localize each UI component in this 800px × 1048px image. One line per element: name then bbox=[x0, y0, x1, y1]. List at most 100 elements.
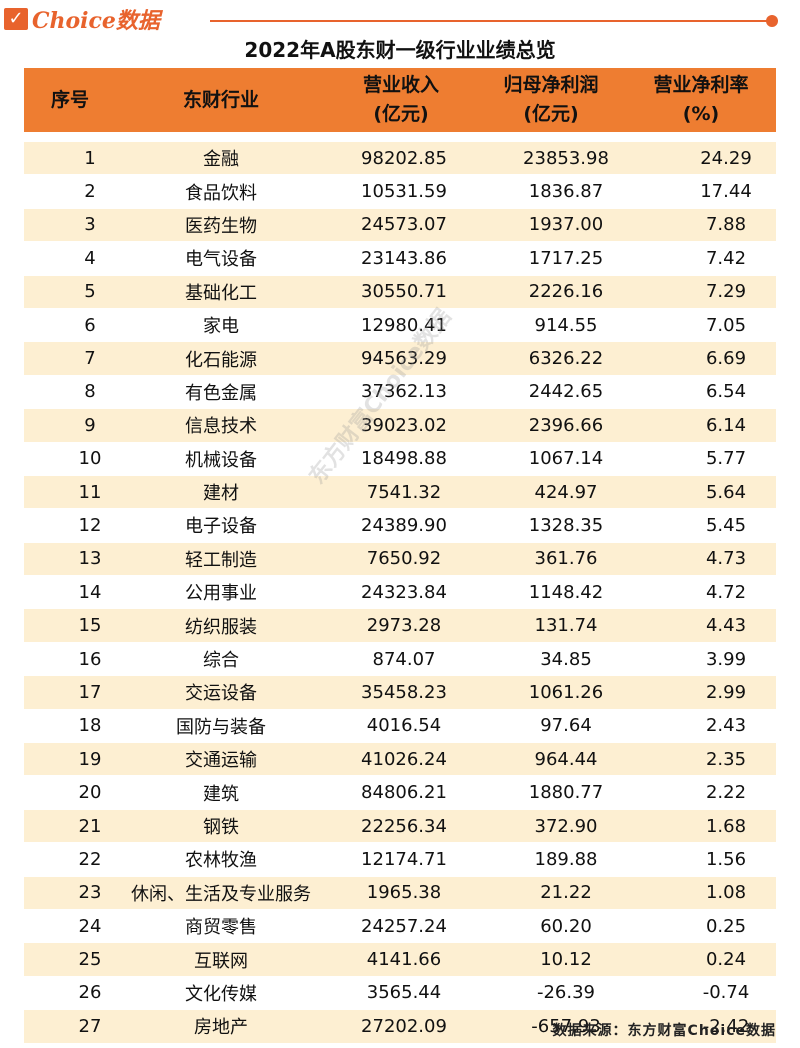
cell-revenue: 94563.29 bbox=[326, 342, 476, 376]
brand-logo: ✓ Choice数据 bbox=[4, 4, 160, 34]
table-row: 5 基础化工 30550.71 2226.16 7.29 bbox=[24, 275, 776, 309]
cell-idx: 16 bbox=[24, 642, 116, 677]
cell-idx: 9 bbox=[24, 409, 116, 443]
cell-idx: 22 bbox=[24, 843, 116, 877]
cell-profit: 424.97 bbox=[476, 475, 626, 510]
page-title: 2022年A股东财一级行业业绩总览 bbox=[244, 38, 556, 62]
cell-industry: 国防与装备 bbox=[116, 709, 326, 744]
table-row: 23 休闲、生活及专业服务 1965.38 21.22 1.08 bbox=[24, 876, 776, 910]
table-row: 19 交通运输 41026.24 964.44 2.35 bbox=[24, 743, 776, 777]
cell-idx: 4 bbox=[24, 242, 116, 276]
cell-idx: 24 bbox=[24, 909, 116, 944]
cell-industry: 建材 bbox=[116, 475, 326, 510]
cell-rate: 2.99 bbox=[626, 676, 776, 710]
table-row: 20 建筑 84806.21 1880.77 2.22 bbox=[24, 776, 776, 810]
cell-revenue: 12174.71 bbox=[326, 843, 476, 877]
cell-rate: 5.45 bbox=[626, 509, 776, 543]
table-row: 17 交运设备 35458.23 1061.26 2.99 bbox=[24, 676, 776, 710]
cell-idx: 20 bbox=[24, 776, 116, 810]
cell-rate: 5.77 bbox=[626, 442, 776, 476]
brand-name: Choice数据 bbox=[32, 8, 160, 34]
cell-profit: 10.12 bbox=[476, 943, 626, 977]
table-row: 14 公用事业 24323.84 1148.42 4.72 bbox=[24, 576, 776, 610]
table-row: 3 医药生物 24573.07 1937.00 7.88 bbox=[24, 208, 776, 243]
cell-revenue: 24573.07 bbox=[326, 208, 476, 243]
cell-profit: 2442.65 bbox=[476, 375, 626, 410]
cell-idx: 18 bbox=[24, 709, 116, 744]
cell-idx: 6 bbox=[24, 308, 116, 343]
cell-rate: 0.24 bbox=[626, 943, 776, 977]
cell-profit: -657.93 bbox=[476, 1010, 626, 1044]
cell-profit: 1067.14 bbox=[476, 442, 626, 476]
cell-idx: 21 bbox=[24, 809, 116, 844]
table-row: 15 纺织服装 2973.28 131.74 4.43 bbox=[24, 609, 776, 643]
cell-rate: 6.54 bbox=[626, 375, 776, 410]
cell-industry: 公用事业 bbox=[116, 576, 326, 610]
table-row: 25 互联网 4141.66 10.12 0.24 bbox=[24, 943, 776, 977]
industry-table: 序号 东财行业 营业收入 (亿元) 归母净利润 (亿元) 营业净利率 (%) 1 金融 9… bbox=[24, 68, 776, 1044]
cell-profit: 361.76 bbox=[476, 542, 626, 577]
cell-revenue: 98202.85 bbox=[326, 142, 476, 176]
header-profit: 归母净利润 (亿元) bbox=[476, 68, 626, 132]
cell-idx: 7 bbox=[24, 342, 116, 376]
cell-revenue: 24257.24 bbox=[326, 909, 476, 944]
cell-industry: 有色金属 bbox=[116, 375, 326, 410]
cell-rate: 6.14 bbox=[626, 409, 776, 443]
table-row: 27 房地产 27202.09 -657.93 -2.42 bbox=[24, 1010, 776, 1044]
table-row: 21 钢铁 22256.34 372.90 1.68 bbox=[24, 809, 776, 844]
cell-rate: 3.99 bbox=[626, 642, 776, 677]
cell-idx: 8 bbox=[24, 375, 116, 410]
cell-rate: 7.88 bbox=[626, 208, 776, 243]
cell-industry: 交运设备 bbox=[116, 676, 326, 710]
cell-idx: 1 bbox=[24, 142, 116, 176]
cell-idx: 19 bbox=[24, 743, 116, 777]
source-note: 数据来源：东方财富Choice数据 bbox=[552, 1023, 776, 1039]
cell-idx: 11 bbox=[24, 475, 116, 510]
cell-industry: 纺织服装 bbox=[116, 609, 326, 643]
cell-revenue: 4016.54 bbox=[326, 709, 476, 744]
cell-profit: 60.20 bbox=[476, 909, 626, 944]
cell-rate: 6.69 bbox=[626, 342, 776, 376]
cell-revenue: 84806.21 bbox=[326, 776, 476, 810]
cell-revenue: 18498.88 bbox=[326, 442, 476, 476]
cell-rate: 7.05 bbox=[626, 308, 776, 343]
cell-revenue: 24389.90 bbox=[326, 509, 476, 543]
cell-profit: 131.74 bbox=[476, 609, 626, 643]
cell-industry: 信息技术 bbox=[116, 409, 326, 443]
cell-industry: 商贸零售 bbox=[116, 909, 326, 944]
check-icon: ✓ bbox=[4, 8, 28, 30]
cell-rate: 7.29 bbox=[626, 275, 776, 309]
cell-revenue: 39023.02 bbox=[326, 409, 476, 443]
cell-revenue: 3565.44 bbox=[326, 976, 476, 1011]
cell-industry: 互联网 bbox=[116, 943, 326, 977]
cell-revenue: 23143.86 bbox=[326, 242, 476, 276]
cell-industry: 文化传媒 bbox=[116, 976, 326, 1011]
cell-revenue: 874.07 bbox=[326, 642, 476, 677]
cell-industry: 金融 bbox=[116, 142, 326, 176]
cell-profit: 1061.26 bbox=[476, 676, 626, 710]
cell-rate: 4.43 bbox=[626, 609, 776, 643]
cell-revenue: 7650.92 bbox=[326, 542, 476, 577]
table-row: 12 电子设备 24389.90 1328.35 5.45 bbox=[24, 509, 776, 543]
cell-profit: 1717.25 bbox=[476, 242, 626, 276]
cell-rate: 1.56 bbox=[626, 843, 776, 877]
table-header-row: 序号 东财行业 营业收入 (亿元) 归母净利润 (亿元) 营业净利率 (%) bbox=[24, 68, 776, 132]
header-rate: 营业净利率 (%) bbox=[626, 68, 776, 132]
cell-profit: 1836.87 bbox=[476, 175, 626, 209]
table-row: 16 综合 874.07 34.85 3.99 bbox=[24, 642, 776, 677]
cell-rate: 2.43 bbox=[626, 709, 776, 744]
table-row: 24 商贸零售 24257.24 60.20 0.25 bbox=[24, 909, 776, 944]
cell-revenue: 1965.38 bbox=[326, 876, 476, 910]
cell-profit: 21.22 bbox=[476, 876, 626, 910]
cell-industry: 房地产 bbox=[116, 1010, 326, 1044]
table-row: 6 家电 12980.41 914.55 7.05 bbox=[24, 308, 776, 343]
cell-industry: 休闲、生活及专业服务 bbox=[116, 876, 326, 910]
cell-rate: 17.44 bbox=[626, 175, 776, 209]
header-dot bbox=[766, 15, 778, 27]
header-revenue: 营业收入 (亿元) bbox=[326, 68, 476, 132]
cell-rate: 7.42 bbox=[626, 242, 776, 276]
cell-revenue: 4141.66 bbox=[326, 943, 476, 977]
cell-profit: 372.90 bbox=[476, 809, 626, 844]
cell-industry: 轻工制造 bbox=[116, 542, 326, 577]
cell-rate: 24.29 bbox=[626, 142, 776, 176]
